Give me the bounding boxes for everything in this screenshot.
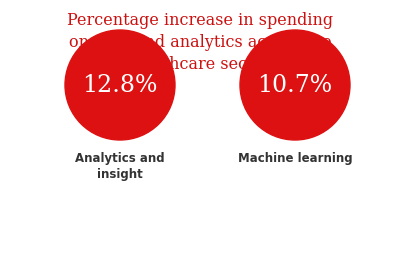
Text: Analytics and
insight: Analytics and insight: [75, 152, 165, 181]
Text: Percentage increase in spending
on data and analytics across the
healthcare sect: Percentage increase in spending on data …: [67, 12, 333, 73]
Text: Machine learning: Machine learning: [238, 152, 352, 165]
Text: 10.7%: 10.7%: [258, 73, 332, 96]
Circle shape: [240, 30, 350, 140]
Text: 12.8%: 12.8%: [82, 73, 158, 96]
Circle shape: [65, 30, 175, 140]
